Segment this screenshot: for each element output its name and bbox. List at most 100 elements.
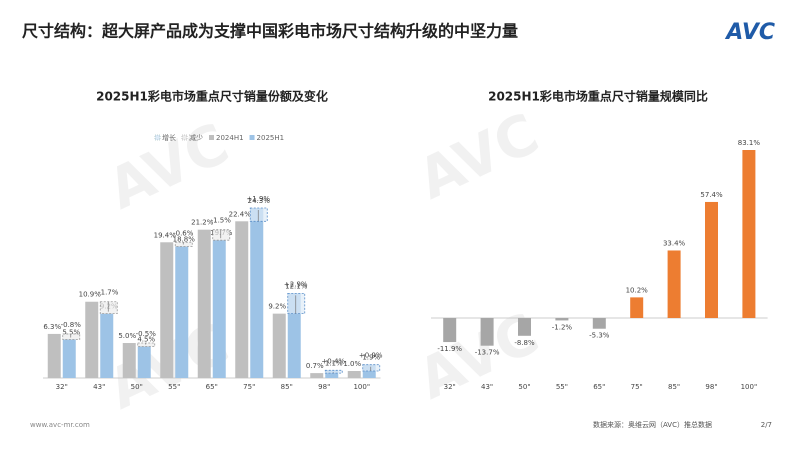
bar [347, 371, 361, 378]
bar [160, 242, 174, 378]
legend-swatch [249, 135, 255, 140]
change-box [62, 333, 81, 340]
bar [705, 201, 718, 318]
change-label: -1.5% [211, 217, 232, 225]
x-tick-label: 85" [281, 383, 293, 391]
x-tick-label: 98" [705, 383, 717, 391]
data-label: 1.1% [325, 359, 343, 367]
bar [443, 318, 457, 343]
bar [47, 333, 61, 378]
x-tick-label: 100" [353, 383, 370, 391]
x-tick-label: 75" [243, 383, 255, 391]
bar [555, 318, 569, 321]
change-box [99, 301, 118, 315]
data-label: 24.3% [248, 197, 271, 205]
change-box [287, 292, 306, 315]
bar [667, 250, 681, 318]
data-label: -1.2% [552, 323, 573, 331]
data-label: -13.7% [475, 349, 500, 357]
x-tick-label: 100" [741, 383, 758, 391]
data-label: 21.2% [191, 219, 214, 227]
data-label: 6.3% [43, 323, 61, 331]
watermark: AVC [99, 111, 239, 222]
x-tick-label: 75" [631, 383, 643, 391]
legend-label: 减少 [189, 133, 203, 142]
change-label: -0.8% [61, 321, 82, 329]
change-label: -0.5% [136, 330, 157, 338]
x-tick-label: 65" [593, 383, 605, 391]
bar [592, 318, 606, 329]
change-label: +0.4% [321, 357, 345, 365]
footer-source: 数据来源：奥维云网（AVC）推总数据 [593, 420, 712, 429]
data-label: -5.3% [589, 332, 610, 340]
legend-label: 2025H1 [257, 134, 285, 142]
bar [310, 373, 324, 378]
change-label: +1.9% [246, 195, 270, 203]
watermark: AVC [409, 101, 549, 212]
data-label: 9.2% [268, 303, 286, 311]
x-tick-label: 43" [481, 383, 493, 391]
bar [100, 313, 114, 378]
chart-title: 2025H1彩电市场重点尺寸销量份额及变化 [96, 89, 328, 104]
bar [630, 297, 644, 318]
bar [742, 150, 756, 318]
bar [272, 313, 286, 378]
x-tick-label: 55" [556, 383, 568, 391]
change-box [174, 241, 193, 247]
bar [62, 339, 76, 378]
data-label: 5.5% [62, 329, 80, 337]
legend-swatch [209, 135, 214, 140]
bar [175, 246, 189, 378]
slide-title: 尺寸结构：超大屏产品成为支撑中国彩电市场尺寸结构升级的中坚力量 [22, 22, 518, 41]
data-label: -8.8% [514, 339, 535, 347]
legend-label: 增长 [162, 133, 176, 142]
change-label: +0.9% [359, 352, 383, 360]
change-label: +2.9% [284, 280, 308, 288]
bar [197, 229, 211, 378]
data-label: 10.9% [79, 291, 102, 299]
data-label: 4.5% [137, 336, 155, 344]
data-label: 18.8% [173, 235, 196, 243]
bar [325, 370, 339, 378]
bar [137, 346, 151, 378]
footer-url: www.avc-mr.com [30, 421, 90, 429]
legend-label: 2024H1 [216, 134, 244, 142]
data-label: 12.1% [285, 282, 308, 290]
data-label: 22.4% [229, 210, 252, 218]
change-box [212, 229, 231, 241]
x-tick-label: 85" [668, 383, 680, 391]
x-tick-label: 32" [56, 383, 68, 391]
bar [85, 301, 99, 378]
bar [480, 318, 494, 346]
data-label: -11.9% [437, 345, 462, 353]
data-label: 1.9% [362, 354, 380, 362]
x-tick-label: 65" [206, 383, 218, 391]
bar [250, 208, 264, 378]
bar [287, 293, 301, 378]
x-tick-label: 50" [131, 383, 143, 391]
data-label: 83.1% [738, 139, 761, 147]
logo: AVC [724, 20, 775, 45]
x-tick-label: 98" [318, 383, 330, 391]
page-number: 2/7 [761, 421, 772, 429]
change-box [324, 369, 343, 374]
bar [212, 240, 226, 378]
data-label: 19.4% [154, 231, 177, 239]
bar [235, 221, 249, 378]
x-tick-label: 50" [518, 383, 530, 391]
data-label: 5.0% [118, 332, 136, 340]
bar [122, 343, 136, 378]
data-label: 57.4% [700, 191, 723, 199]
chart-title: 2025H1彩电市场重点尺寸销量规模同比 [488, 89, 708, 104]
data-label: 10.2% [626, 286, 649, 294]
change-box [137, 342, 156, 347]
change-label: -0.6% [173, 229, 194, 237]
x-tick-label: 32" [444, 383, 456, 391]
data-label: 1.0% [343, 360, 361, 368]
data-label: 0.7% [306, 362, 324, 370]
x-tick-label: 55" [168, 383, 180, 391]
legend-swatch [154, 134, 161, 141]
change-box [362, 364, 381, 372]
change-label: -1.7% [98, 289, 119, 297]
